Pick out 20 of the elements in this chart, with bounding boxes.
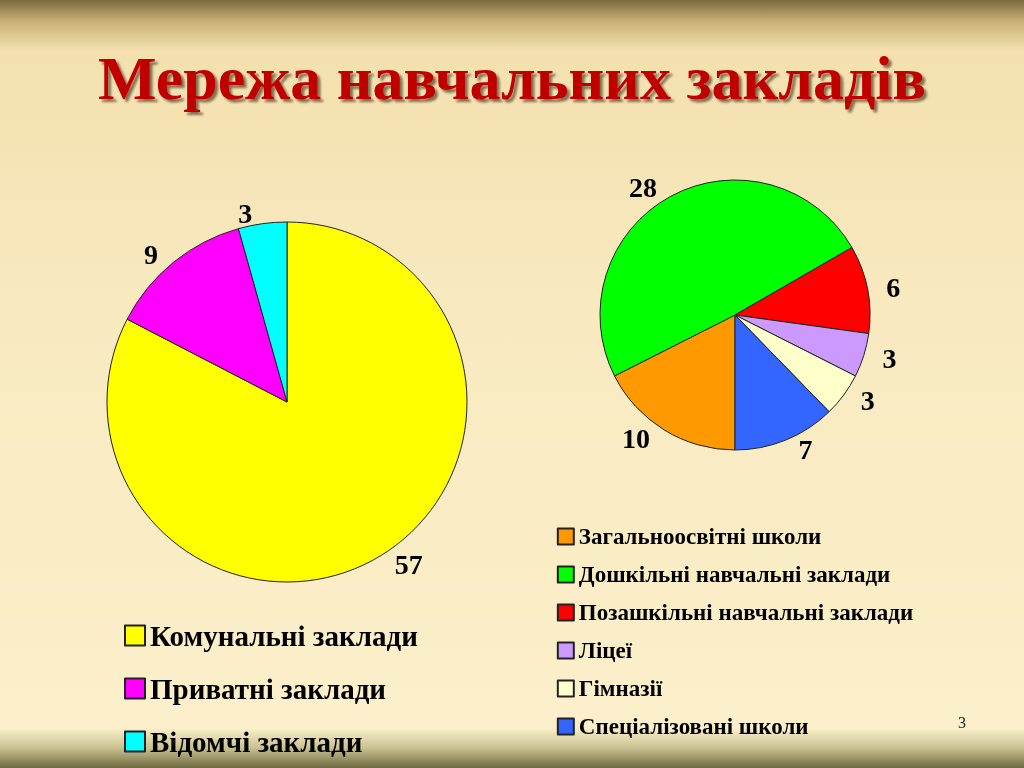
data-label: 3 [860,385,875,417]
legend-label: Загальноосвітні школи [578,524,822,549]
legend-label: Відомчі заклади [150,725,363,758]
data-label: 3 [882,342,897,374]
data-label: 28 [628,171,657,203]
legend-label: Ліцеї [578,638,633,663]
data-label: 10 [622,423,651,455]
legend-label: Спеціалізовані школи [578,714,809,739]
data-label: 3 [238,198,253,230]
data-label: 7 [798,433,813,465]
text: 3 [958,713,966,731]
legend-label: Дошкільні навчальні заклади [578,562,891,587]
data-label: 9 [144,239,159,271]
legend-label: Гімназії [578,676,663,701]
data-label: 6 [886,271,901,303]
legend-label: Комунальні заклади [150,619,418,652]
data-label: 57 [394,548,423,580]
legend-label: Приватні заклади [150,672,387,705]
legend-label: Позашкільні навчальні заклади [578,600,914,625]
chart-title: Мережа навчальних закладів [97,44,927,112]
